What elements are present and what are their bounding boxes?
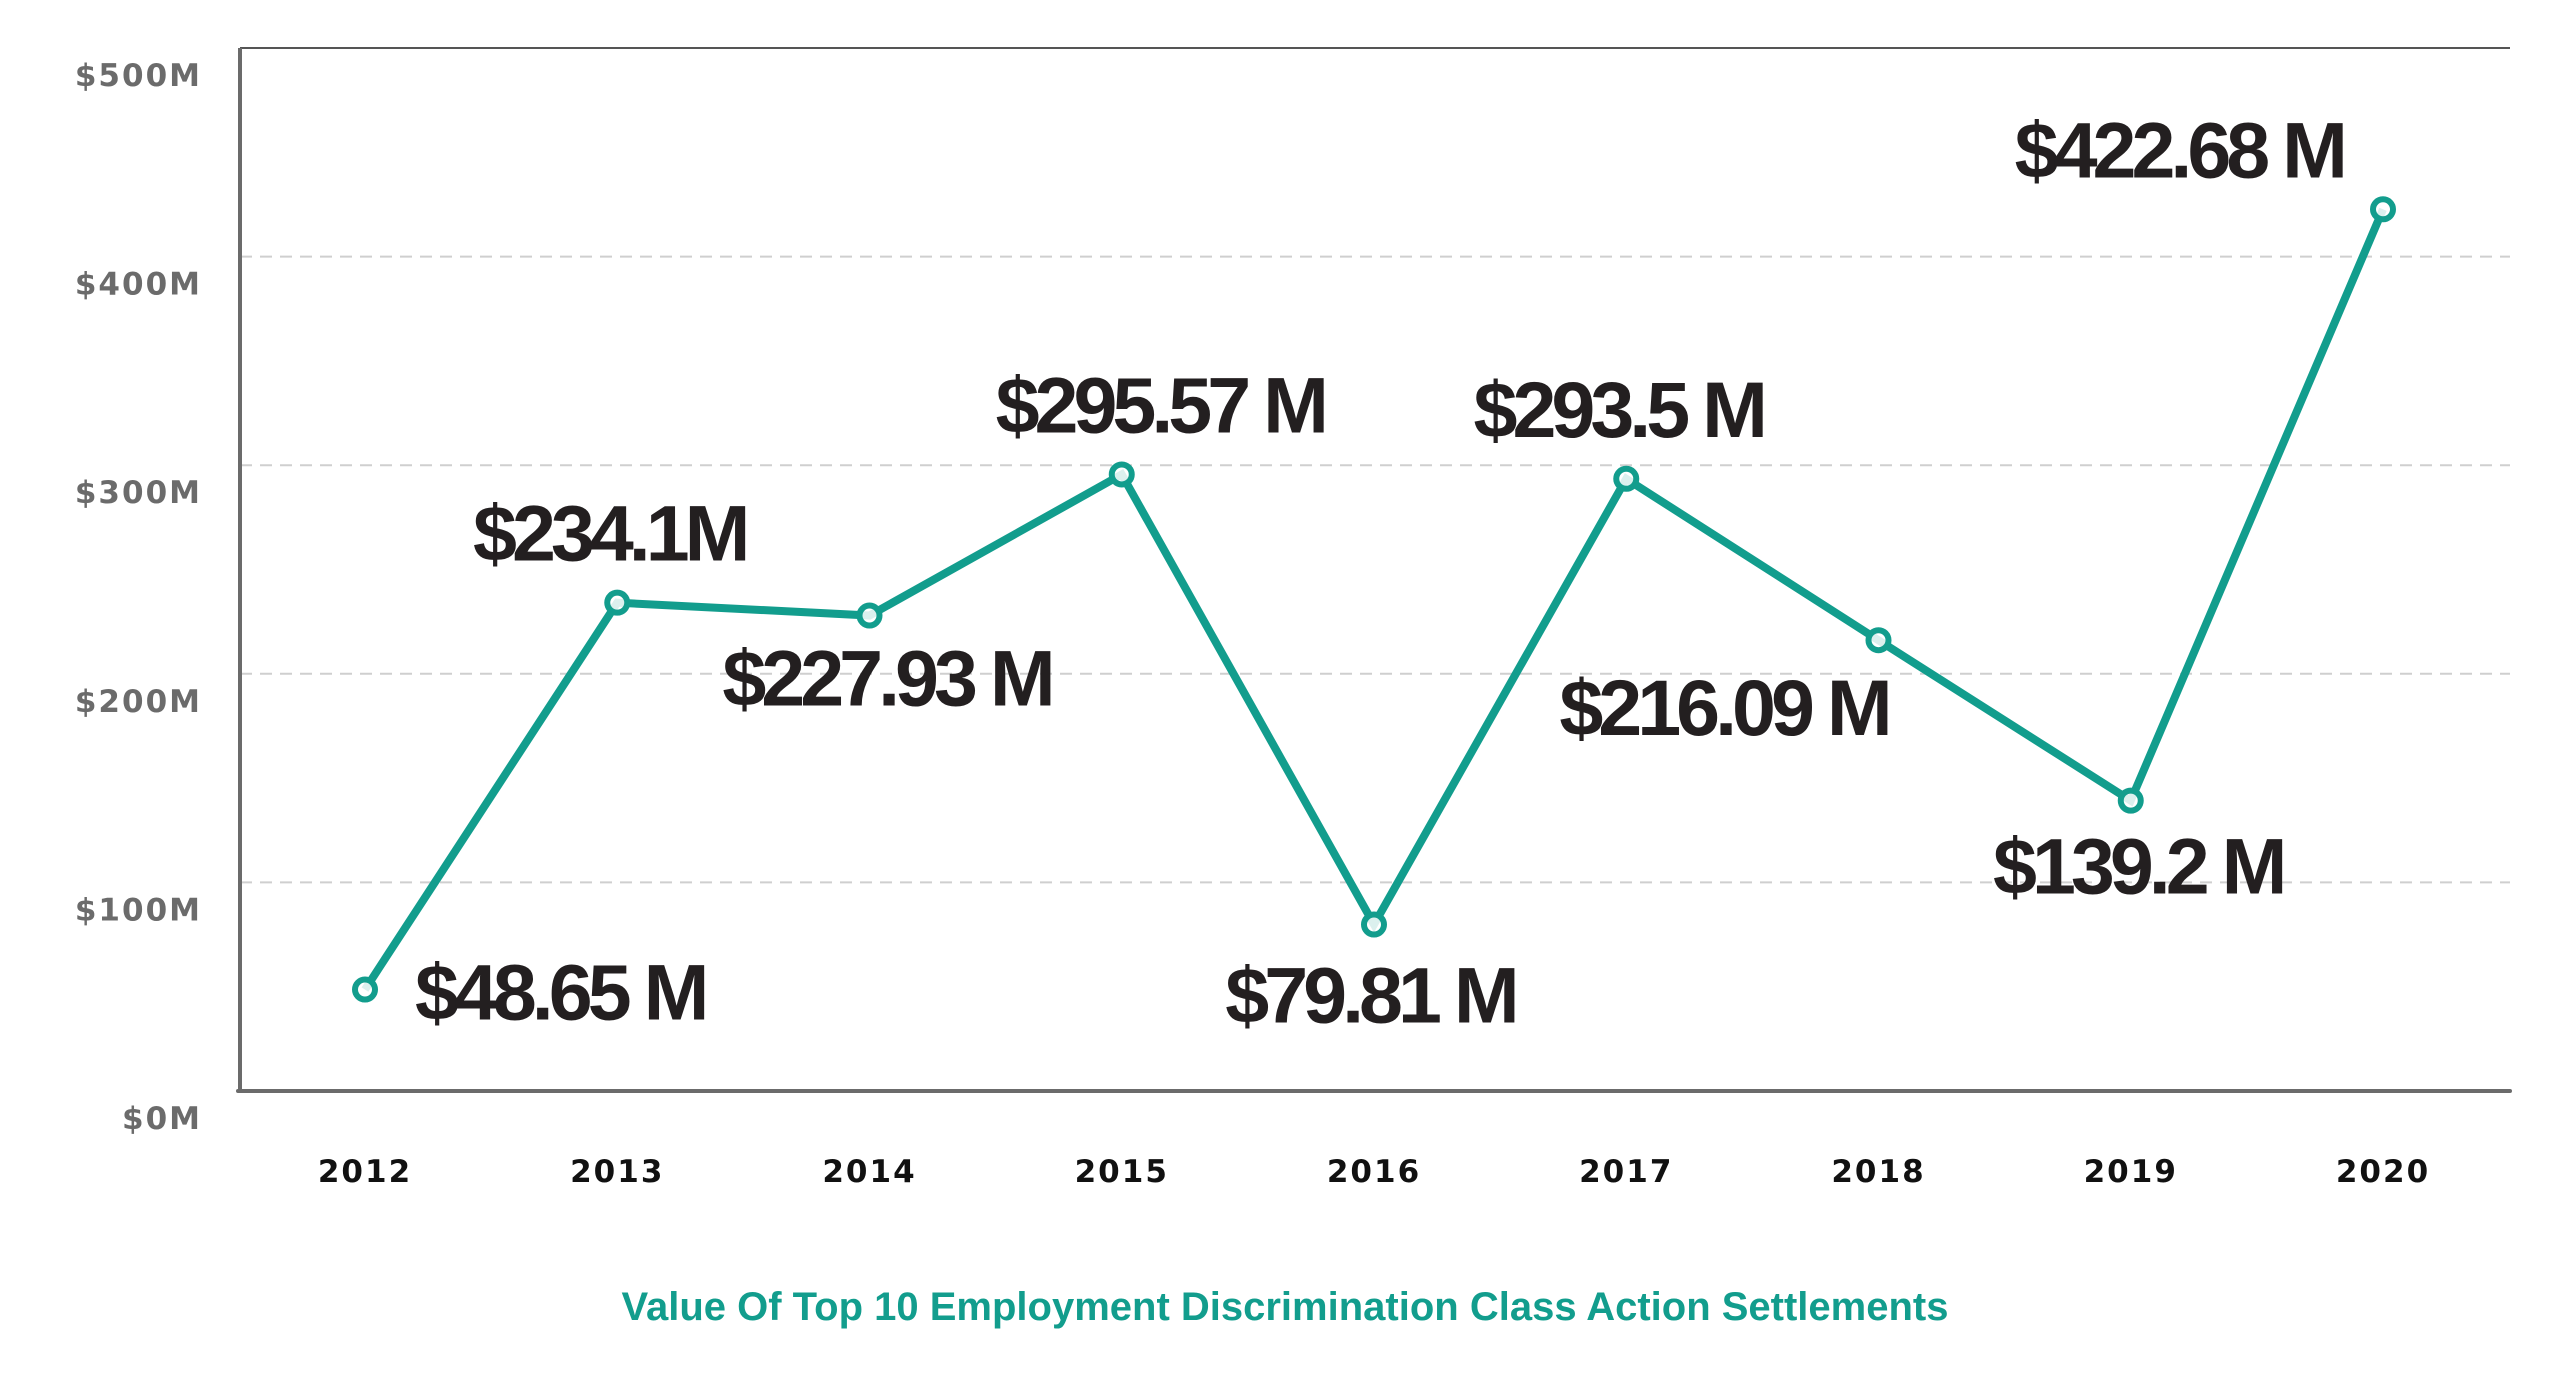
- x-tick-label: 2019: [2084, 1154, 2178, 1190]
- data-point: [2370, 196, 2396, 223]
- y-tick-label: $300M: [75, 475, 202, 511]
- gridlines: [240, 255, 2510, 884]
- data-label: $234.1M: [473, 489, 746, 578]
- data-label: $293.5 M: [1474, 365, 1764, 454]
- x-tick-label: 2015: [1075, 1154, 1169, 1190]
- y-tick-label: $200M: [75, 684, 202, 720]
- y-tick-label: $0M: [122, 1101, 202, 1137]
- y-tick-label: $400M: [75, 267, 202, 303]
- data-label: $79.81 M: [1225, 951, 1515, 1040]
- data-label: $295.57 M: [996, 360, 1325, 449]
- x-tick-label: 2016: [1327, 1154, 1421, 1190]
- data-markers: [352, 196, 2396, 1003]
- y-tick-labels: $0M $100M $200M $300M $400M $500M: [75, 58, 202, 1137]
- data-point: [1361, 911, 1387, 938]
- chart-title: Value Of Top 10 Employment Discriminatio…: [622, 1285, 1949, 1329]
- data-point: [352, 976, 378, 1003]
- data-point: [856, 602, 883, 629]
- x-tick-label: 2020: [2336, 1154, 2430, 1190]
- data-label: $216.09 M: [1559, 663, 1888, 752]
- y-tick-label: $500M: [75, 58, 202, 94]
- data-point: [1108, 461, 1135, 488]
- y-tick-label: $100M: [75, 892, 202, 928]
- x-tick-labels: 2012 2013 2014 2015 2016 2017 2018 2019 2020: [318, 1154, 2430, 1190]
- x-tick-label: 2014: [822, 1154, 916, 1190]
- data-label: $422.68 M: [2015, 105, 2344, 194]
- x-tick-label: 2017: [1579, 1154, 1673, 1190]
- x-tick-label: 2018: [1831, 1154, 1925, 1190]
- data-label: $227.93 M: [722, 634, 1051, 723]
- data-labels: $48.65 M $234.1M $227.93 M $295.57 M $79.81 …: [415, 105, 2348, 1040]
- data-label: $48.65 M: [415, 948, 705, 1037]
- data-point: [2117, 787, 2144, 814]
- data-point: [1865, 627, 1892, 654]
- data-point: [604, 589, 631, 616]
- x-tick-label: 2013: [570, 1154, 664, 1190]
- data-label: $139.2 M: [1993, 822, 2283, 911]
- axes: [236, 47, 2512, 1093]
- data-point: [1613, 465, 1640, 492]
- x-tick-label: 2012: [318, 1154, 412, 1190]
